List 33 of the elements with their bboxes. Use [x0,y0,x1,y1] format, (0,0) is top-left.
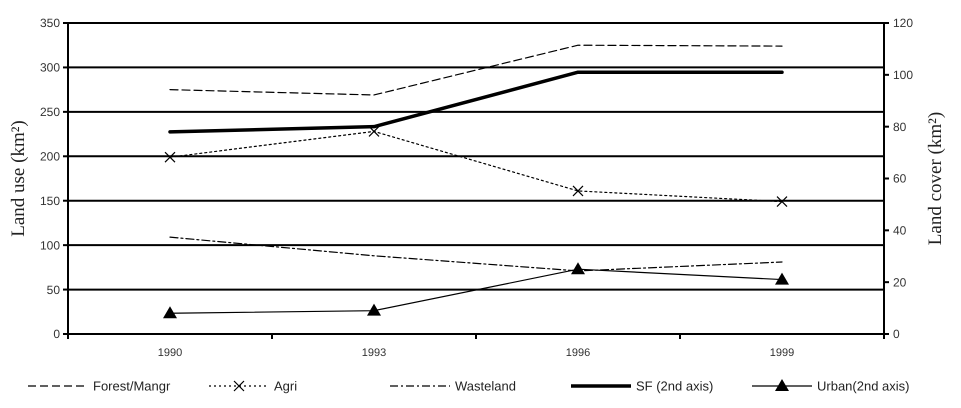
point [775,272,789,285]
y2-tick-label: 100 [893,68,914,82]
point [776,196,788,208]
y-tick-label: 350 [40,16,60,30]
y-tick-label: 200 [40,149,60,164]
y2-axis-title: Land cover (km²) [925,112,946,246]
y2-tick-label: 80 [893,120,907,134]
y2-tick-label: 120 [893,16,914,30]
x-tick-label: 1999 [770,347,794,359]
point [164,152,176,163]
legend-label: Forest/Mangr [93,378,171,394]
x-tick-label: 1993 [362,347,386,359]
y2-tick-label: 20 [893,275,907,290]
legend-label: Urban(2nd axis) [817,378,910,394]
y2-tick-label: 40 [893,224,907,238]
y-tick-label: 250 [40,105,60,120]
y-axis-title: Land use (km²) [8,120,29,237]
y-tick-label: 50 [46,282,60,297]
y2-tick-label: 0 [893,327,900,342]
y-tick-label: 0 [53,327,60,342]
y-tick-label: 150 [40,194,60,208]
point [367,304,381,316]
point [163,306,177,318]
x-tick-label: 1990 [158,347,182,359]
y2-tick-label: 60 [893,172,907,186]
y-tick-label: 100 [40,238,60,252]
point [368,126,380,138]
point [572,185,584,197]
legend-label: Wasteland [455,378,516,394]
y-tick-label: 300 [40,60,60,75]
x-tick-label: 1996 [566,347,590,359]
legend-label: SF (2nd axis) [636,378,714,394]
legend-label: Agri [274,378,298,394]
